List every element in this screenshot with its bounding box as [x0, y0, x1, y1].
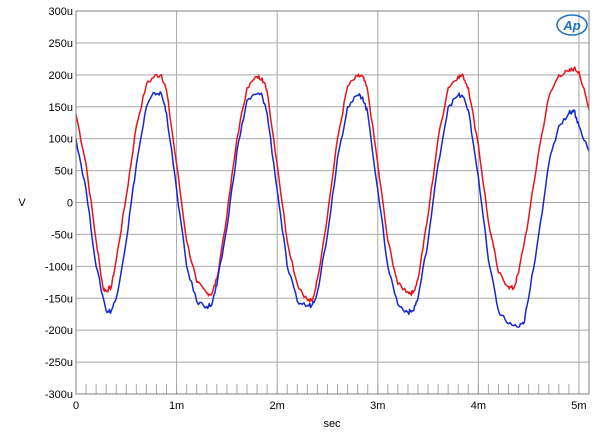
x-tick-label-2: 2m	[270, 400, 285, 412]
x-tick-label-5: 5m	[571, 400, 586, 412]
y-tick-label-6: 0	[67, 198, 73, 210]
y-tick-label-2: 200u	[49, 70, 73, 82]
x-tick-label-4: 4m	[471, 400, 486, 412]
y-tick-label-9: -150u	[45, 293, 73, 305]
x-tick-labels: 0 1m 2m 3m 4m 5m	[73, 400, 587, 412]
y-tick-label-8: -100u	[45, 261, 73, 273]
y-tick-label-4: 100u	[49, 134, 73, 146]
y-tick-label-7: -50u	[51, 229, 73, 241]
y-tick-label-10: -200u	[45, 325, 73, 337]
series-group	[75, 66, 590, 328]
svg-text:Ap: Ap	[562, 18, 580, 33]
series-line-0	[75, 66, 590, 303]
x-tick-label-0: 0	[73, 400, 79, 412]
ap-logo-icon: Ap	[556, 14, 588, 36]
y-tick-label-1: 250u	[49, 38, 73, 50]
y-tick-label-11: -250u	[45, 357, 73, 369]
y-tick-label-3: 150u	[49, 102, 73, 114]
x-tick-label-3: 3m	[370, 400, 385, 412]
x-axis-title: sec	[323, 418, 341, 430]
x-tick-label-1: 1m	[169, 400, 184, 412]
y-tick-label-0: 300u	[49, 6, 73, 18]
y-tick-labels: 300u 250u 200u 150u 100u 50u 0 -50u -100u -150u -2…	[45, 6, 73, 401]
y-tick-label-5: 50u	[55, 166, 73, 178]
y-tick-label-12: -300u	[45, 389, 73, 401]
y-axis-title: V	[18, 197, 26, 209]
series-line-1	[75, 91, 590, 328]
plot-frame	[75, 10, 590, 395]
